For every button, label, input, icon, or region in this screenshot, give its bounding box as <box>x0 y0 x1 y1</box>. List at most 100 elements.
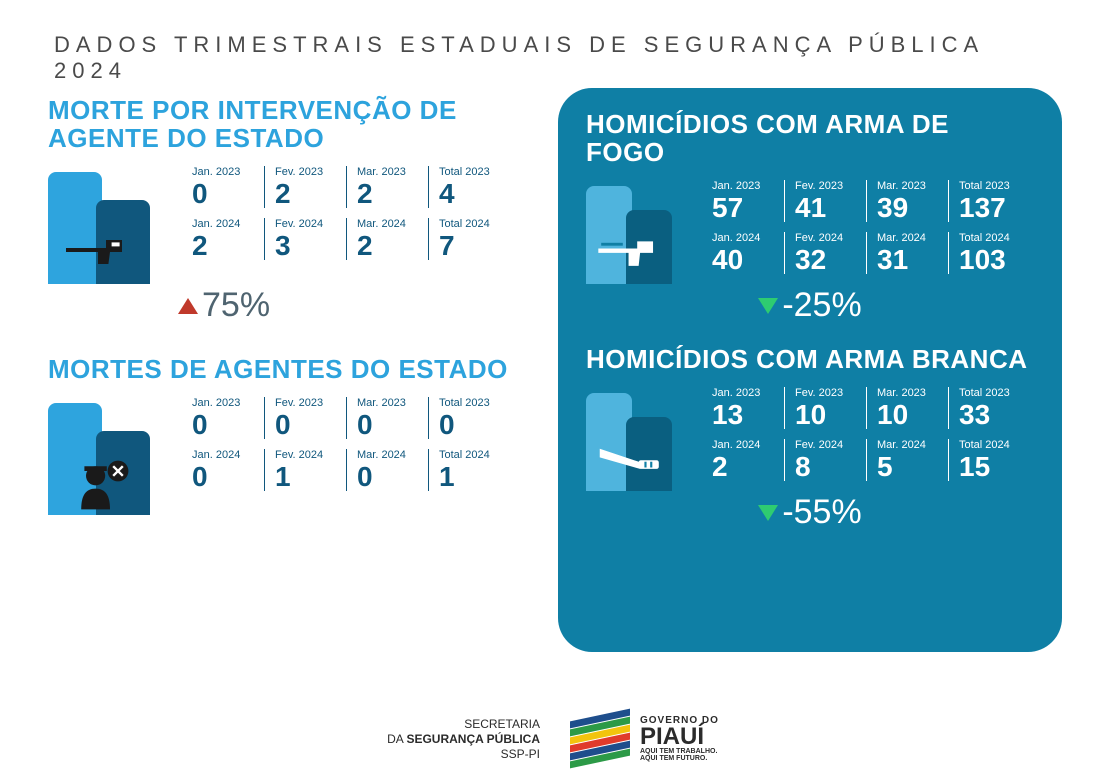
stat-value: 3 <box>275 232 346 260</box>
stat-cell: Jan. 20230 <box>182 397 264 439</box>
stat-label: Total 2024 <box>439 449 510 461</box>
stat-label: Jan. 2023 <box>192 397 264 409</box>
stat-label: Total 2024 <box>959 232 1030 244</box>
gov-line2: PIAUÍ <box>640 726 719 748</box>
stat-cell: Fev. 2024 8 <box>784 439 866 481</box>
change-value: -55% <box>782 493 861 532</box>
stat-label: Fev. 2024 <box>795 439 866 451</box>
stat-value: 2 <box>357 180 428 208</box>
stat-cell: Fev. 2024 32 <box>784 232 866 274</box>
stat-label: Fev. 2024 <box>275 218 346 230</box>
stats-row: Jan. 20242 Fev. 2024 3 Mar. 2024 2 Total 2024… <box>182 218 528 260</box>
stat-cell: Total 202333 <box>948 387 1030 429</box>
stat-label: Mar. 2024 <box>877 439 948 451</box>
stats-row: Jan. 2024 0 Fev. 2024 1Mar. 20240 Total 2024… <box>182 449 528 491</box>
stat-label: Mar. 2023 <box>357 397 428 409</box>
stat-value: 15 <box>959 453 1030 481</box>
stats-grid: Jan. 202313Fev. 202310 Mar. 2023 10 Total 2… <box>702 387 1034 491</box>
stat-label: Fev. 2024 <box>795 232 866 244</box>
gov-line3b: AQUI TEM FUTURO. <box>640 755 719 763</box>
stats-row: Jan. 20230Fev. 20232 Mar. 2023 2 Total 2023… <box>182 166 528 208</box>
stat-value: 5 <box>877 453 948 481</box>
stat-value: 0 <box>192 463 264 491</box>
stat-cell: Jan. 2024 0 <box>182 449 264 491</box>
stat-cell: Total 2024 15 <box>948 439 1030 481</box>
section-title: HOMICÍDIOS COM ARMA DE FOGO <box>586 110 1034 166</box>
stat-label: Mar. 2024 <box>357 449 428 461</box>
stat-label: Jan. 2024 <box>192 218 264 230</box>
stat-label: Mar. 2024 <box>877 232 948 244</box>
stat-label: Jan. 2024 <box>192 449 264 461</box>
section-title: MORTES DE AGENTES DO ESTADO <box>48 355 528 383</box>
section-title: HOMICÍDIOS COM ARMA BRANCA <box>586 345 1034 373</box>
section-arma-branca: HOMICÍDIOS COM ARMA BRANCA Jan. 202313Fe… <box>586 345 1034 532</box>
stat-value: 2 <box>357 232 428 260</box>
stat-label: Jan. 2023 <box>712 180 784 192</box>
officer-icon <box>62 453 142 513</box>
stat-cell: Fev. 2024 1 <box>264 449 346 491</box>
stat-label: Mar. 2023 <box>877 180 948 192</box>
stat-label: Fev. 2024 <box>275 449 346 461</box>
stat-cell: Jan. 202313 <box>702 387 784 429</box>
stat-cell: Mar. 20240 <box>346 449 428 491</box>
stat-cell: Fev. 20232 <box>264 166 346 208</box>
stats-row: Jan. 20230 Fev. 2023 0Mar. 2023 0 Total 2023… <box>182 397 528 439</box>
secretaria-logo: SECRETARIA DA SEGURANÇA PÚBLICA SSP-PI <box>387 717 540 762</box>
section-title: MORTE POR INTERVENÇÃO DE AGENTE DO ESTAD… <box>48 96 528 152</box>
stat-value: 2 <box>712 453 784 481</box>
stat-label: Jan. 2023 <box>712 387 784 399</box>
stat-cell: Total 2023 137 <box>948 180 1030 222</box>
governo-logo: GOVERNO DO PIAUÍ AQUI TEM TRABALHO. AQUI… <box>570 715 719 763</box>
stat-value: 7 <box>439 232 510 260</box>
knife-icon <box>594 439 666 483</box>
secretaria-line2: DA SEGURANÇA PÚBLICA <box>387 732 540 747</box>
stat-label: Mar. 2023 <box>877 387 948 399</box>
icon-bars <box>48 403 166 515</box>
change-indicator: 75% <box>178 286 528 325</box>
stat-label: Jan. 2024 <box>712 232 784 244</box>
stats-grid: Jan. 20230 Fev. 2023 0 Mar. 2023 0 Total 2023… <box>182 397 528 501</box>
stat-value: 31 <box>877 246 948 274</box>
stat-cell: Jan. 202357 <box>702 180 784 222</box>
stat-cell: Jan. 20242 <box>182 218 264 260</box>
stat-label: Total 2023 <box>439 397 510 409</box>
stat-value: 137 <box>959 194 1030 222</box>
stat-label: Total 2024 <box>439 218 510 230</box>
stat-cell: Mar. 2024 5 <box>866 439 948 481</box>
stats-grid: Jan. 20230Fev. 20232 Mar. 2023 2 Total 2023… <box>182 166 528 270</box>
stat-label: Total 2023 <box>959 180 1030 192</box>
triangle-down-icon <box>758 505 778 521</box>
section-mortes-agentes: MORTES DE AGENTES DO ESTADO Jan. 20230Fe… <box>48 355 528 515</box>
stat-cell: Fev. 202341 <box>784 180 866 222</box>
stat-label: Jan. 2023 <box>192 166 264 178</box>
stat-label: Fev. 2023 <box>275 397 346 409</box>
change-indicator: -25% <box>586 286 1034 325</box>
gun-icon <box>594 220 666 280</box>
stat-value: 32 <box>795 246 866 274</box>
stat-cell: Mar. 2023 0 <box>346 397 428 439</box>
stat-cell: Jan. 202440 <box>702 232 784 274</box>
stat-value: 10 <box>795 401 866 429</box>
stat-value: 0 <box>357 411 428 439</box>
stat-label: Mar. 2023 <box>357 166 428 178</box>
stat-value: 41 <box>795 194 866 222</box>
change-value: -25% <box>782 286 861 325</box>
stat-cell: Jan. 20242 <box>702 439 784 481</box>
stat-label: Total 2023 <box>959 387 1030 399</box>
flag-icon <box>570 715 630 763</box>
stat-cell: Fev. 202310 <box>784 387 866 429</box>
change-value: 75% <box>202 286 270 325</box>
stat-cell: Mar. 2023 2 <box>346 166 428 208</box>
stat-value: 8 <box>795 453 866 481</box>
stat-label: Mar. 2024 <box>357 218 428 230</box>
secretaria-line3: SSP-PI <box>387 747 540 762</box>
stat-value: 4 <box>439 180 510 208</box>
stats-row: Jan. 202313Fev. 202310 Mar. 2023 10 Total 2… <box>702 387 1034 429</box>
stat-cell: Jan. 20230 <box>182 166 264 208</box>
stats-row: Jan. 20242Fev. 20248Mar. 20245Total 2024… <box>702 439 1034 481</box>
stat-label: Total 2023 <box>439 166 510 178</box>
stat-label: Total 2024 <box>959 439 1030 451</box>
stat-value: 1 <box>275 463 346 491</box>
stat-value: 39 <box>877 194 948 222</box>
stat-cell: Total 2024103 <box>948 232 1030 274</box>
